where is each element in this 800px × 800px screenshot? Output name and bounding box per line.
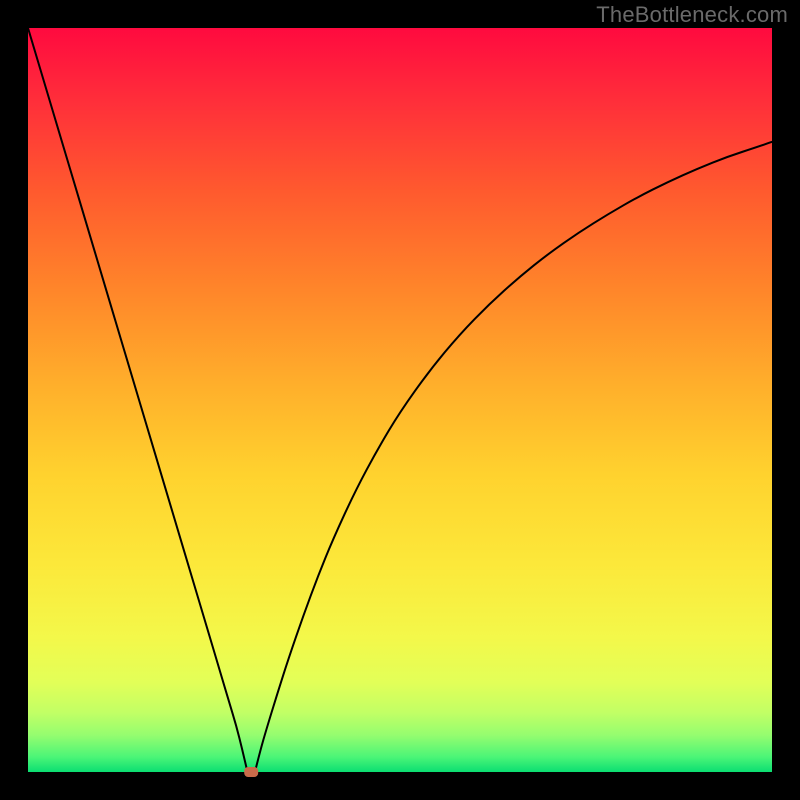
watermark-text: TheBottleneck.com [596,2,788,28]
minimum-marker [244,767,258,777]
bottleneck-chart [0,0,800,800]
chart-container: TheBottleneck.com [0,0,800,800]
